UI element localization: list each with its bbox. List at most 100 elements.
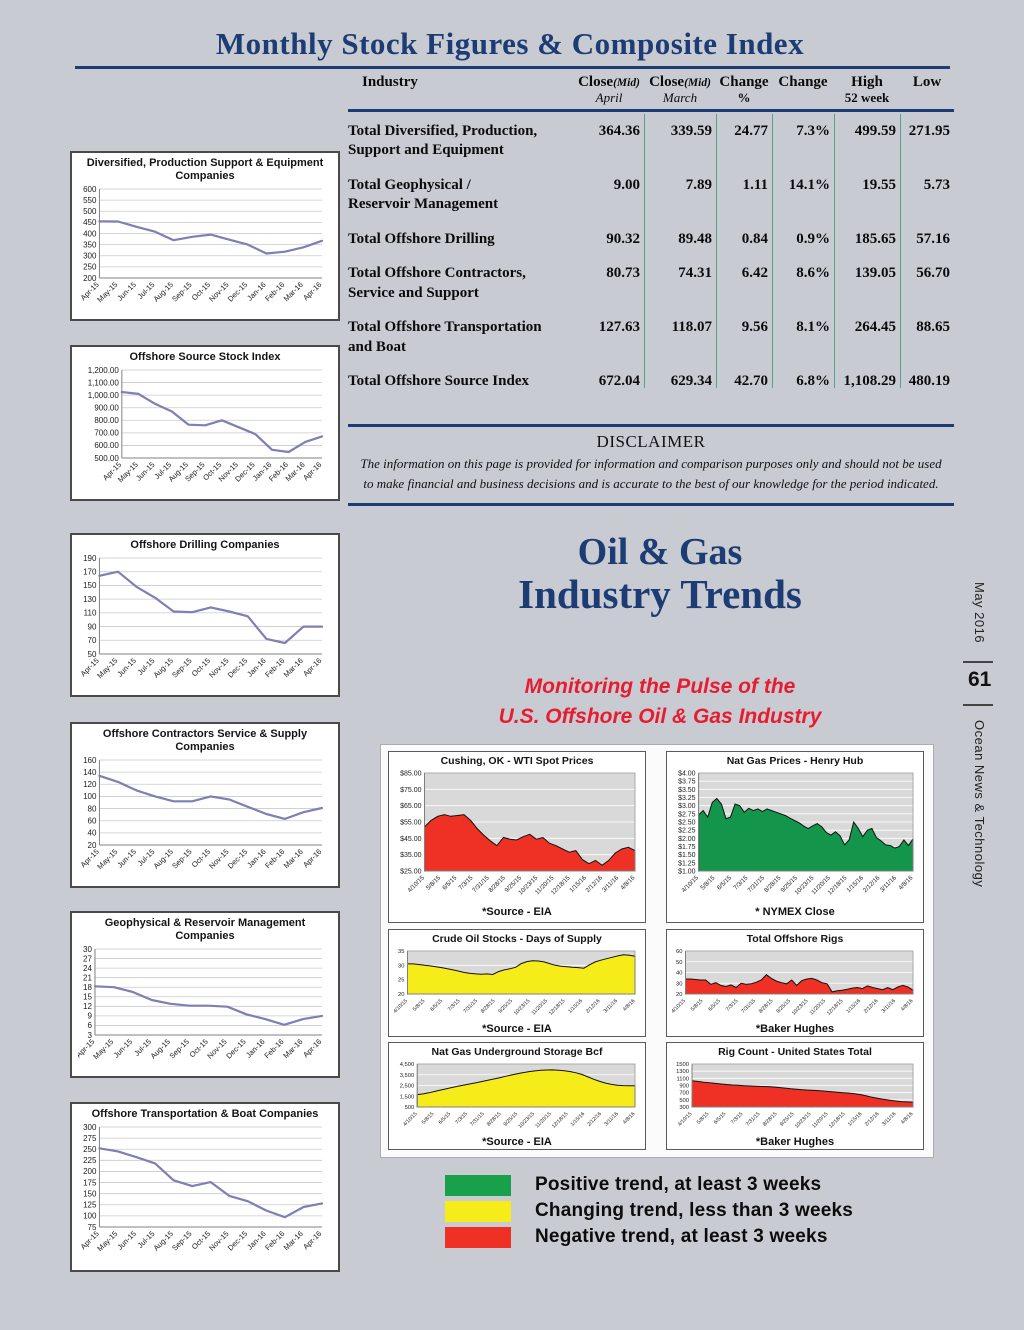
chart-nat-gas-storage: Nat Gas Underground Storage Bcf 4,500 3,5… <box>388 1042 646 1150</box>
svg-text:1300: 1300 <box>676 1070 689 1076</box>
value-cell: 8.6% <box>796 265 830 282</box>
svg-text:2,500: 2,500 <box>400 1084 415 1090</box>
svg-text:2/12/16: 2/12/16 <box>586 1111 603 1128</box>
svg-text:550: 550 <box>83 196 97 205</box>
chart-title: Nat Gas Underground Storage Bcf <box>431 1046 603 1058</box>
svg-text:Mar-16: Mar-16 <box>282 847 305 870</box>
svg-text:160: 160 <box>83 756 97 765</box>
chart-canvas: 190170150130110907050Apr-15May-15Jun-15J… <box>79 554 324 680</box>
chart-source: *Source - EIA <box>482 906 552 919</box>
svg-text:4/8/16: 4/8/16 <box>622 1111 637 1126</box>
svg-text:Sep-15: Sep-15 <box>170 656 193 679</box>
svg-text:Jun-15: Jun-15 <box>115 1229 138 1252</box>
chart-title: Cushing, OK - WTI Spot Prices <box>440 755 594 767</box>
svg-text:4/8/16: 4/8/16 <box>897 874 915 892</box>
svg-text:350: 350 <box>83 240 97 249</box>
svg-text:170: 170 <box>83 567 97 576</box>
svg-text:6/5/15: 6/5/15 <box>716 874 734 892</box>
svg-text:$75.00: $75.00 <box>400 787 422 794</box>
svg-text:2/12/16: 2/12/16 <box>864 1111 881 1128</box>
svg-text:700.00: 700.00 <box>94 429 119 438</box>
svg-text:5/8/15: 5/8/15 <box>699 874 717 892</box>
svg-text:2/12/16: 2/12/16 <box>862 874 882 894</box>
svg-text:$85.00: $85.00 <box>400 771 422 778</box>
svg-text:Dec-15: Dec-15 <box>226 1229 249 1252</box>
svg-text:$1.50: $1.50 <box>678 852 696 859</box>
value-cell: 24.77 <box>734 122 768 139</box>
value-cell: 80.73 <box>606 265 640 282</box>
svg-text:20: 20 <box>676 992 682 998</box>
sidebar-page-number: 61 <box>968 668 992 691</box>
svg-text:600: 600 <box>83 185 97 194</box>
svg-text:190: 190 <box>83 554 97 563</box>
svg-text:5/8/15: 5/8/15 <box>425 874 443 892</box>
svg-text:Sep-15: Sep-15 <box>168 1037 191 1060</box>
svg-text:25: 25 <box>398 978 404 984</box>
svg-text:6: 6 <box>88 1021 93 1030</box>
svg-text:4/8/16: 4/8/16 <box>900 998 915 1013</box>
chart-crude-oil-stocks: Crude Oil Stocks - Days of Supply 35 30 25… <box>388 929 646 1037</box>
chart-diversified-production-support: Diversified, Production Support & Equipm… <box>70 151 340 321</box>
svg-text:1,100.00: 1,100.00 <box>88 378 120 387</box>
svg-text:4/10/15: 4/10/15 <box>680 874 700 894</box>
svg-text:6/5/15: 6/5/15 <box>713 1111 728 1126</box>
svg-text:11/20/15: 11/20/15 <box>809 998 827 1016</box>
table-row: Total Diversified, Production, Support a… <box>348 122 954 161</box>
svg-text:9/25/15: 9/25/15 <box>775 998 792 1015</box>
chart-canvas: 30272421181512963Apr-15May-15Jun-15Jul-1… <box>74 945 323 1061</box>
column-separator <box>644 113 645 388</box>
table-row: Total Offshore Contractors, Service and … <box>348 264 954 303</box>
title-rule <box>75 66 950 69</box>
header-high-52wk: High 52 week <box>844 74 890 105</box>
svg-text:130: 130 <box>83 595 97 604</box>
chart-source: *Source - EIA <box>482 1023 552 1036</box>
svg-text:21: 21 <box>83 973 92 982</box>
chart-offshore-drilling-companies: Offshore Drilling Companies 190 170 150 130… <box>70 533 340 697</box>
svg-text:300: 300 <box>83 251 97 260</box>
page-title: Monthly Stock Figures & Composite Index <box>215 26 805 61</box>
svg-text:500.00: 500.00 <box>94 454 119 463</box>
svg-text:10/23/15: 10/23/15 <box>791 998 810 1017</box>
svg-text:7/3/15: 7/3/15 <box>454 1111 469 1126</box>
svg-text:70: 70 <box>88 636 97 645</box>
column-separator <box>900 113 901 388</box>
chart-rig-count-us: Rig Count - United States Total 1500 1300… <box>666 1042 924 1150</box>
value-cell: 7.3% <box>796 122 830 139</box>
svg-text:Feb-16: Feb-16 <box>263 656 286 679</box>
svg-text:1,200.00: 1,200.00 <box>88 366 120 375</box>
svg-text:1/15/16: 1/15/16 <box>845 874 865 894</box>
table-row: Total Geophysical / Reservoir Management… <box>348 176 954 215</box>
chart-offshore-transportation-boat: Offshore Transportation & Boat Companies… <box>70 1102 340 1272</box>
header-change-pct: Change % <box>719 74 769 105</box>
svg-text:Jun-15: Jun-15 <box>115 847 138 870</box>
svg-text:5/8/15: 5/8/15 <box>690 998 705 1013</box>
svg-text:$2.25: $2.25 <box>678 828 696 835</box>
svg-text:6/5/15: 6/5/15 <box>707 998 722 1013</box>
disclaimer-text: The information on this page is provided… <box>360 456 942 492</box>
value-cell: 42.70 <box>734 373 768 390</box>
svg-text:7/31/15: 7/31/15 <box>746 874 766 894</box>
svg-text:5/8/15: 5/8/15 <box>696 1111 711 1126</box>
svg-text:$35.00: $35.00 <box>400 852 422 859</box>
svg-text:90: 90 <box>88 622 97 631</box>
disclaimer-title: DISCLAIMER <box>596 432 706 451</box>
legend-item-changing: Changing trend, less than 3 weeks <box>445 1198 853 1224</box>
svg-text:$2.00: $2.00 <box>678 836 696 843</box>
svg-text:7/3/15: 7/3/15 <box>725 998 740 1013</box>
svg-text:400: 400 <box>83 229 97 238</box>
table-row: Total Offshore Source Index 672.04 629.34 4… <box>348 372 954 392</box>
chart-title: Crude Oil Stocks - Days of Supply <box>432 933 602 945</box>
chart-geophysical-reservoir-management: Geophysical & Reservoir Management Compa… <box>70 911 340 1078</box>
svg-text:Apr-16: Apr-16 <box>301 656 323 678</box>
chart-canvas: 30027525022520017515012510075Apr-15May-1… <box>79 1123 324 1253</box>
svg-text:125: 125 <box>83 1201 97 1210</box>
chart-source: * NYMEX Close <box>755 906 835 919</box>
value-cell: 14.1% <box>788 176 830 193</box>
svg-text:8/28/15: 8/28/15 <box>763 874 783 894</box>
legend-label: Positive trend, at least 3 weeks <box>535 1174 822 1195</box>
svg-text:Apr-16: Apr-16 <box>301 847 323 869</box>
svg-text:11/20/15: 11/20/15 <box>534 1111 552 1129</box>
column-separator <box>834 113 835 388</box>
svg-text:Mar-16: Mar-16 <box>282 656 305 679</box>
